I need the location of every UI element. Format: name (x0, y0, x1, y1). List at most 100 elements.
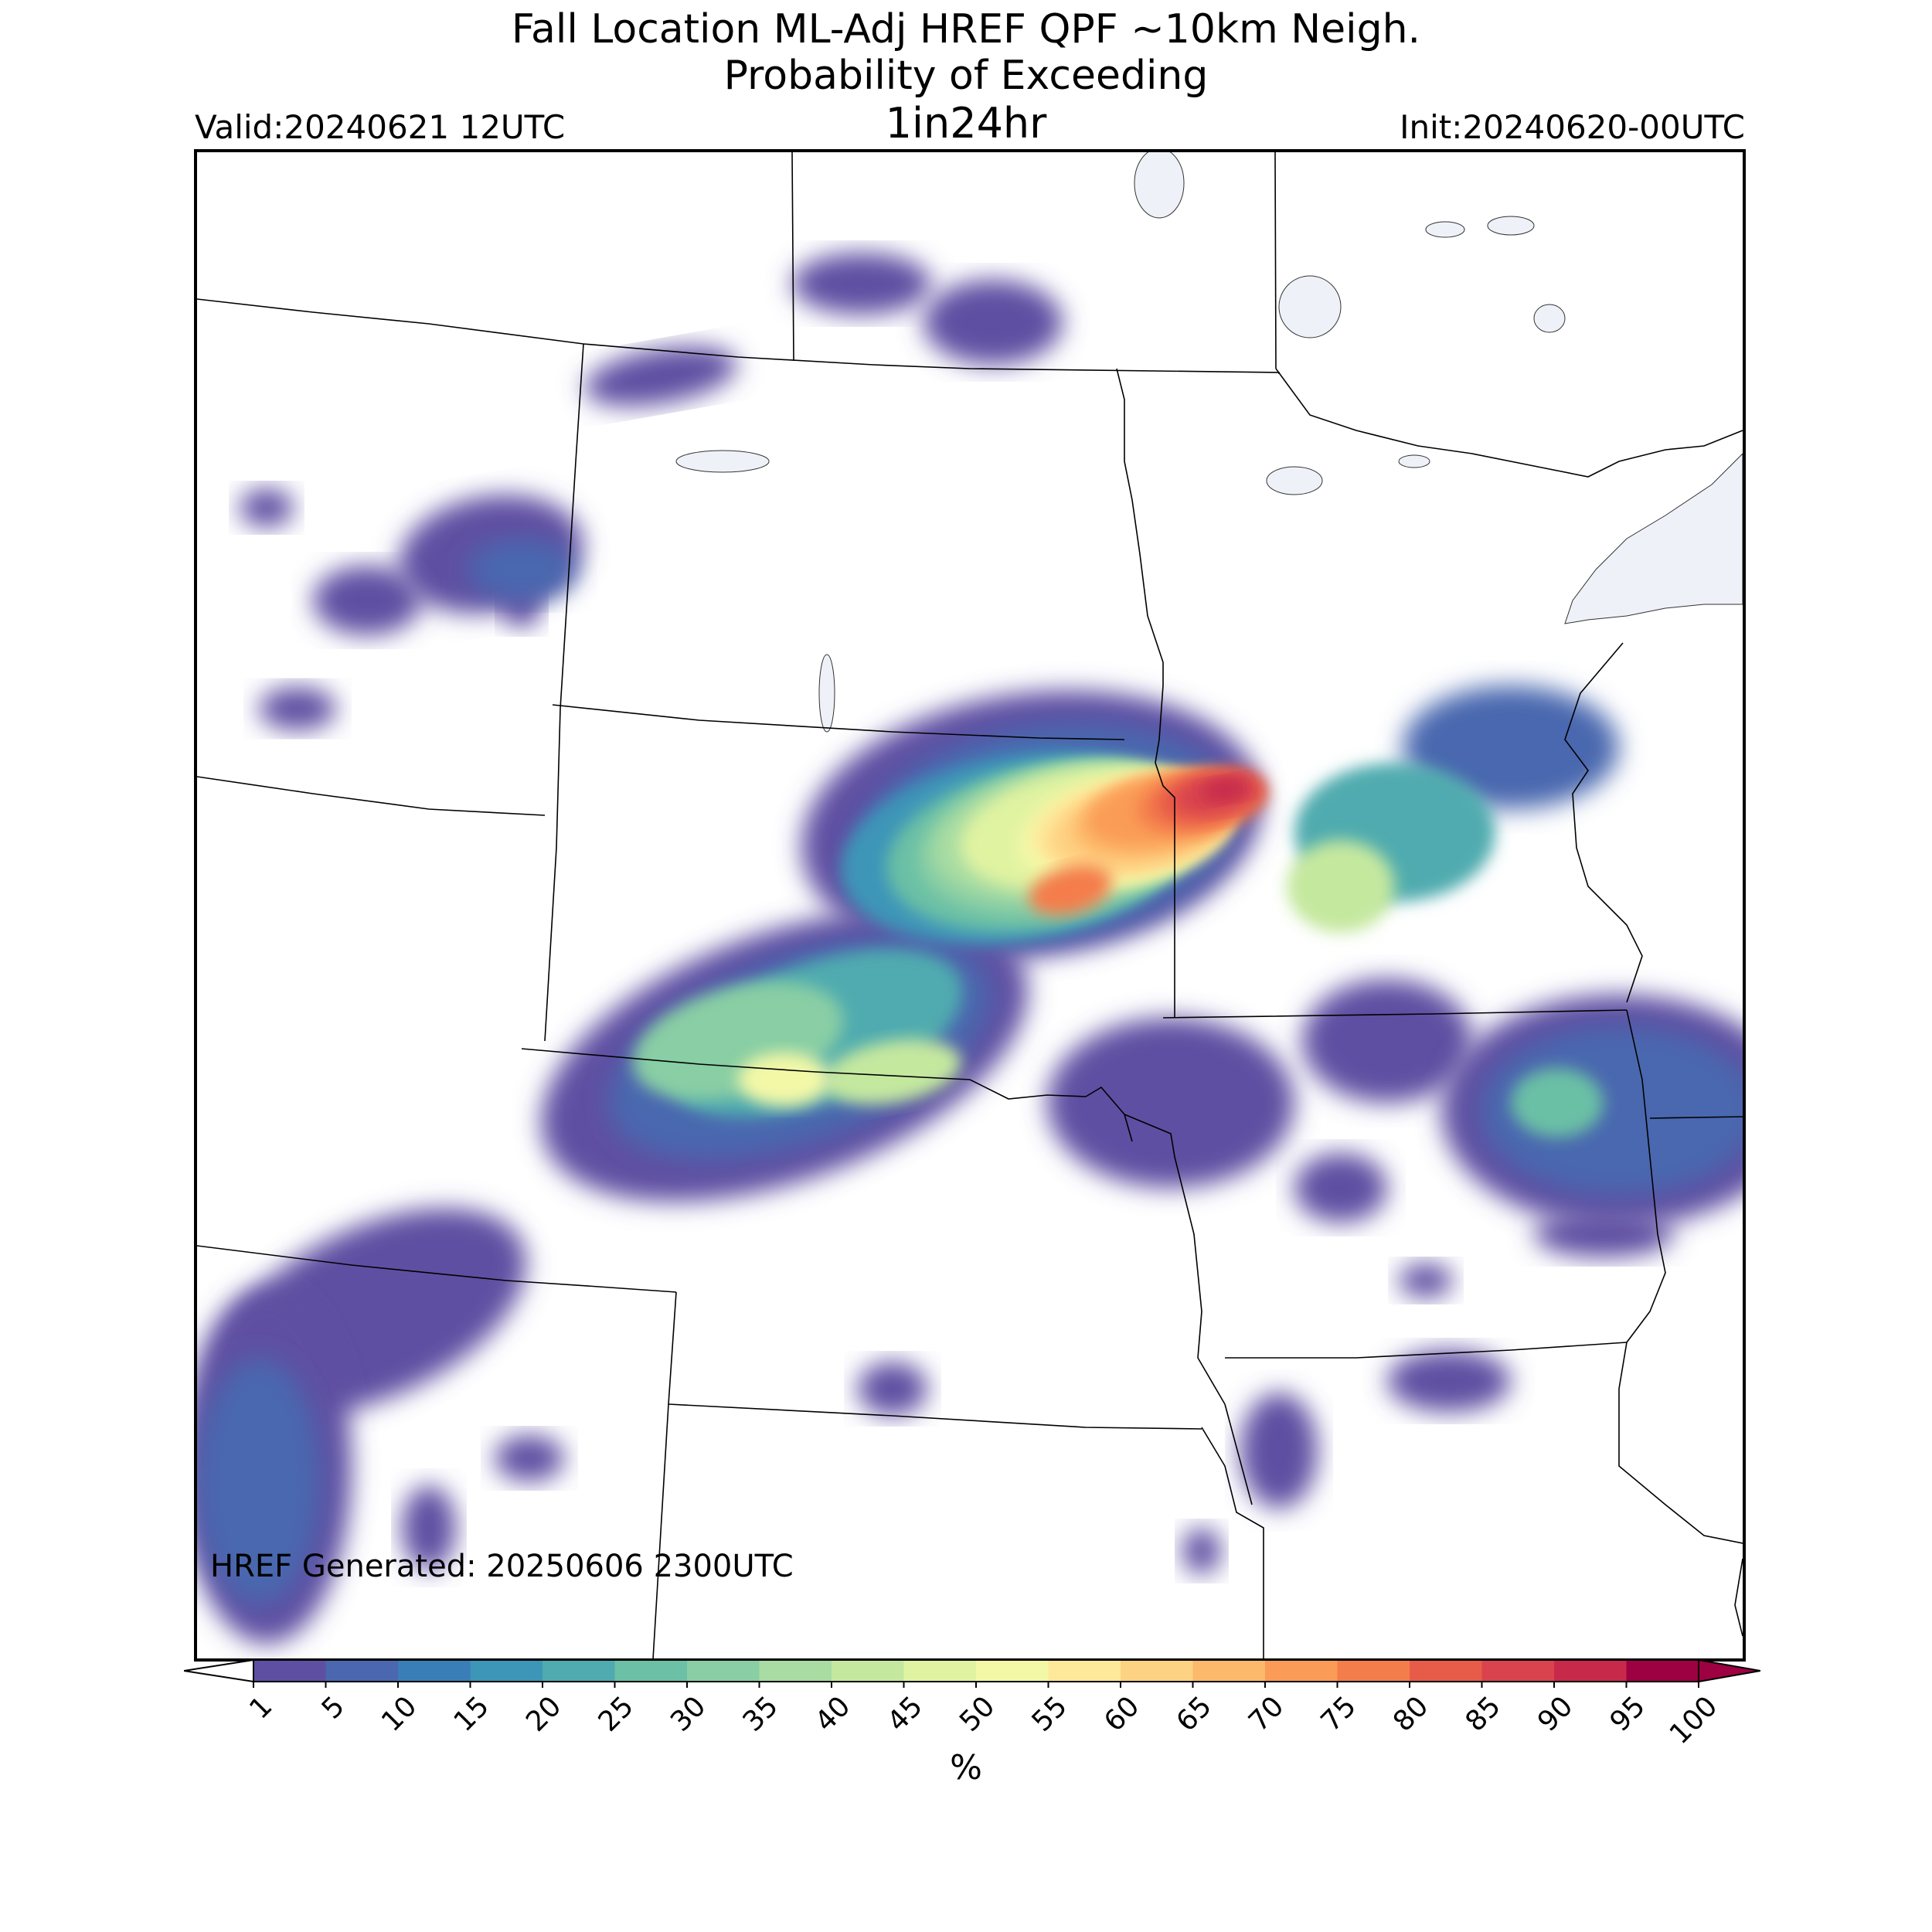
colorbar-unit-label: % (950, 1748, 982, 1787)
colorbar-tick-label: 60 (1098, 1690, 1145, 1737)
valid-time-label: Valid:20240621 12UTC (195, 108, 566, 146)
upper-red-lake (1266, 466, 1323, 495)
probability-blob (468, 539, 576, 600)
border-mn-sd (1155, 762, 1175, 1018)
colorbar-swatch (759, 1660, 832, 1682)
border-ks-mo (1224, 1403, 1253, 1505)
border-nd-sd (552, 704, 1125, 740)
border-co-ne-ks (652, 1291, 677, 1658)
colorbar-swatch (1192, 1660, 1266, 1682)
chart-title-line3: 1in24hr (885, 99, 1047, 148)
probability-blob (824, 1039, 961, 1105)
colorbar-tick-label: 90 (1532, 1690, 1579, 1737)
colorbar-tick-label: 5 (316, 1690, 351, 1725)
probability-blob (1534, 1211, 1673, 1257)
colorbar-swatch (253, 1660, 326, 1682)
border-il-edge (1734, 1558, 1743, 1637)
border-ne-ks (668, 1403, 1202, 1430)
lake-sakakawea (675, 450, 770, 473)
colorbar-swatch (1048, 1660, 1121, 1682)
init-time-label: Init:20240620-00UTC (1400, 108, 1745, 146)
border-ks-ok (1201, 1427, 1264, 1658)
colorbar-tick-label: 50 (954, 1690, 1001, 1737)
probability-blob (1047, 1018, 1294, 1188)
colorbar: 1 5 10 15 20 25 30 35 40 45 50 55 60 65 70 75 80 85 90 95 10… (184, 1660, 1760, 1750)
colorbar-swatch (1626, 1660, 1699, 1682)
border-wy-co (197, 1245, 677, 1293)
political-borders (197, 152, 1743, 1658)
probability-blob (313, 566, 421, 635)
colorbar-swatch (1410, 1660, 1482, 1682)
colorbar-tick-label: 10 (376, 1690, 423, 1737)
probability-blob (259, 687, 336, 730)
colorbar-tick-label: 40 (809, 1690, 856, 1737)
colorbar-tick-label: 85 (1460, 1690, 1507, 1737)
colorbar-swatch (470, 1660, 543, 1682)
chart-title-line2: Probability of Exceeding (723, 53, 1209, 99)
lake-winnipeg-south (1134, 152, 1185, 219)
colorbar-tick-label: 65 (1171, 1690, 1218, 1737)
colorbar-ticks: 1 5 10 15 20 25 30 35 40 45 50 55 60 65 70 75 80 85 90 95 10… (243, 1682, 1723, 1750)
lake-of-the-woods (1278, 275, 1342, 338)
probability-blob (495, 1435, 564, 1481)
probability-blob (1302, 979, 1472, 1103)
border-mn-ia (1162, 1009, 1628, 1019)
probability-blob (1480, 1026, 1743, 1196)
colorbar-swatch (687, 1660, 760, 1682)
probability-blob (1240, 1393, 1318, 1509)
border-montana-nd (560, 343, 584, 709)
border-mn-ontario (1275, 368, 1743, 478)
generated-timestamp: HREF Generated: 20250606 2300UTC (210, 1549, 794, 1584)
colorbar-swatch (1265, 1660, 1338, 1682)
border-nd-mn-red-river (1116, 368, 1164, 764)
probability-shading (197, 253, 1743, 1644)
colorbar-swatch (1554, 1660, 1627, 1682)
probability-blob (1182, 1528, 1221, 1574)
colorbar-swatch (325, 1660, 399, 1682)
colorbar-tick-label: 25 (593, 1690, 640, 1737)
colorbar-swatch (1481, 1660, 1555, 1682)
probability-blob (402, 1485, 456, 1570)
colorbar-tick-label: 35 (737, 1690, 784, 1737)
border-mississippi (1618, 1009, 1743, 1544)
colorbar-tick-label: 75 (1315, 1690, 1362, 1737)
probability-blob (240, 488, 294, 527)
border-canada-us-west (197, 298, 1280, 374)
colorbar-tick-label: 55 (1026, 1690, 1073, 1737)
border-wy-sd (544, 708, 561, 1042)
colorbar-tick-label: 45 (882, 1690, 929, 1737)
border-sask-manitoba (791, 152, 794, 362)
probability-blob (1029, 865, 1112, 916)
colorbar-tick-label: 100 (1664, 1690, 1724, 1750)
map-panel (194, 149, 1746, 1662)
lake-b (1487, 216, 1535, 236)
colorbar-swatch (1337, 1660, 1410, 1682)
colorbar-swatch (398, 1660, 471, 1682)
colorbar-swatch (543, 1660, 615, 1682)
colorbar-swatch (1121, 1660, 1193, 1682)
colorbar-tick-label: 95 (1604, 1690, 1651, 1737)
colorbar-swatch (614, 1660, 688, 1682)
probability-blob (197, 1358, 321, 1605)
colorbar-swatches (184, 1660, 1760, 1683)
lake-a (1425, 221, 1465, 238)
border-sd-ne (521, 1048, 1133, 1142)
colorbar-swatch (832, 1660, 904, 1682)
water-bodies (675, 152, 1743, 733)
colorbar-tick-label: 30 (665, 1690, 712, 1737)
colorbar-swatch (903, 1660, 977, 1682)
probability-blob (738, 1053, 831, 1107)
colorbar-tick-label: 20 (520, 1690, 567, 1737)
probability-blob (1387, 1350, 1511, 1412)
probability-blob (1399, 1264, 1453, 1298)
border-ia-mo-river (1124, 1114, 1226, 1405)
probability-blob (1202, 777, 1248, 802)
probability-blob (1287, 840, 1395, 933)
colorbar-tick-label: 1 (243, 1690, 278, 1725)
probability-blob (858, 1362, 927, 1416)
colorbar-swatch (976, 1660, 1049, 1682)
chart-title-line1: Fall Location ML-Adj HREF QPF ~10km Neig… (511, 6, 1421, 53)
probability-blob (584, 346, 737, 406)
colorbar-under-arrow (184, 1660, 254, 1683)
lake-c (1533, 304, 1566, 333)
